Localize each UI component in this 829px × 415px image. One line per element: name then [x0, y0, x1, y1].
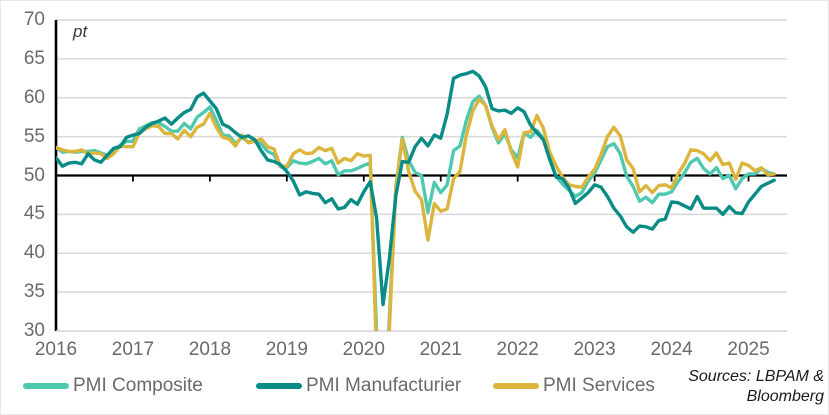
x-axis-tick-label: 2024 [650, 339, 693, 360]
legend-item-pmi-services[interactable]: PMI Services [493, 375, 655, 397]
legend-label: PMI Composite [73, 375, 203, 396]
y-axis-tick-label: 30 [23, 320, 45, 341]
x-axis-tick-label: 2016 [34, 339, 78, 360]
legend-swatch-icon [256, 383, 302, 389]
series-group [56, 69, 776, 331]
source-note-line2: Bloomberg [746, 388, 824, 405]
chart-svg [54, 19, 787, 332]
chart-legend: PMI Composite PMI Manufacturier PMI Servic… [1, 367, 828, 414]
y-axis-tick-label: 65 [23, 47, 45, 69]
legend-swatch-icon [493, 383, 539, 389]
y-axis-tick-label: 40 [23, 242, 45, 264]
x-axis-tick-label: 2019 [265, 339, 308, 360]
legend-label: PMI Manufacturier [306, 375, 462, 396]
legend-item-pmi-composite[interactable]: PMI Composite [23, 375, 203, 397]
series-line-pmi-services [56, 97, 776, 331]
x-axis-tick-label: 2021 [419, 339, 462, 360]
legend-item-pmi-manufacturier[interactable]: PMI Manufacturier [256, 375, 461, 397]
y-axis-tick-label: 35 [23, 281, 45, 303]
series-line-pmi-composite [56, 94, 776, 331]
y-axis-unit-label: pt [73, 22, 88, 41]
legend-label: PMI Services [543, 375, 655, 396]
y-axis-tick-label: 55 [23, 125, 45, 147]
x-axis-tick-label: 2018 [188, 339, 232, 360]
y-axis-tick-label: 50 [23, 164, 45, 186]
series-line-pmi-manufacturier [56, 69, 776, 307]
y-axis-tick-label: 45 [23, 203, 45, 225]
x-axis-tick-label: 2025 [727, 339, 770, 360]
x-axis-tick-label: 2022 [496, 339, 539, 360]
x-axis-tick-label: 2020 [342, 339, 385, 360]
y-axis-tick-label: 60 [23, 86, 45, 108]
x-axis-tick-label: 2023 [573, 339, 616, 360]
source-note-line1: Sources: LBPAM & [688, 368, 824, 385]
chart-plot-area [1, 1, 828, 361]
x-axis-tick-label: 2017 [111, 339, 155, 360]
y-axis-tick-label: 70 [23, 9, 45, 30]
source-note: Sources: LBPAM & Bloomberg [644, 367, 824, 407]
legend-swatch-icon [23, 383, 69, 389]
